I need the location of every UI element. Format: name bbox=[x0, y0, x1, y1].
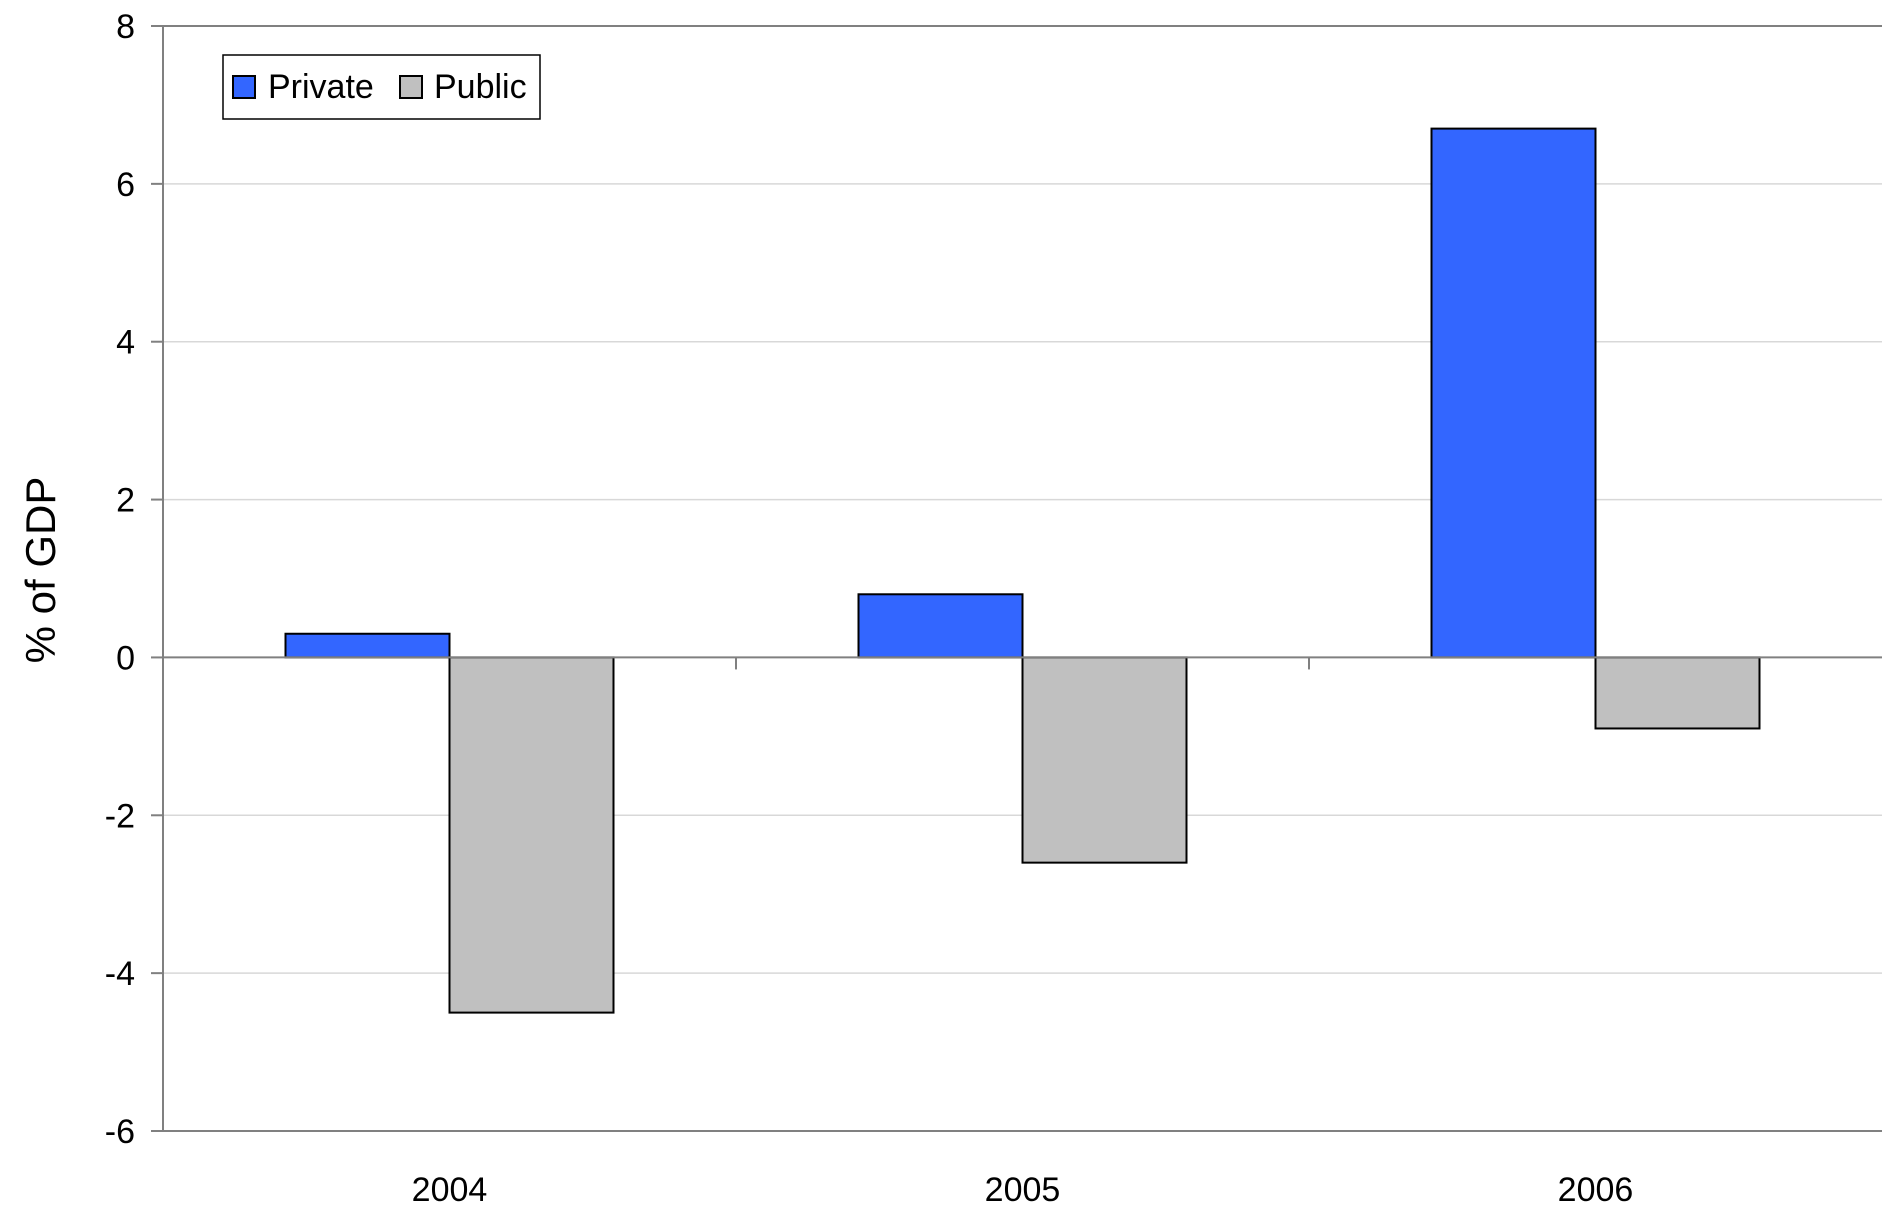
y-tick-label: 6 bbox=[116, 166, 135, 204]
y-tick-label: -2 bbox=[105, 797, 135, 835]
bar-private bbox=[284, 632, 451, 659]
y-tick-label: 2 bbox=[116, 482, 135, 520]
legend-box bbox=[222, 54, 541, 120]
y-tick-label: 0 bbox=[116, 639, 135, 677]
bar-private bbox=[1430, 127, 1597, 659]
legend-label-public: Public bbox=[434, 68, 527, 106]
bar-private bbox=[857, 593, 1024, 659]
x-tick-label: 2005 bbox=[985, 1171, 1061, 1208]
y-tick-label: 8 bbox=[116, 8, 135, 46]
axes bbox=[151, 25, 1882, 1132]
y-tick-label: -6 bbox=[105, 1113, 135, 1151]
legend-label-private: Private bbox=[268, 68, 374, 106]
x-tick-label: 2006 bbox=[1558, 1171, 1634, 1208]
y-tick-labels: 8 6 4 2 0 -2 -4 -6 bbox=[105, 8, 135, 1151]
legend-swatch-public bbox=[399, 75, 423, 99]
legend-swatch-private bbox=[232, 75, 256, 99]
y-tick-label: -4 bbox=[105, 955, 135, 993]
bar-public bbox=[1594, 656, 1761, 730]
bar-public bbox=[448, 656, 615, 1014]
y-tick-label: 4 bbox=[116, 324, 135, 362]
y-axis-title: % of GDP bbox=[17, 477, 64, 664]
legend: Private Public bbox=[222, 54, 541, 120]
x-tick-labels: 2004 2005 2006 bbox=[412, 1171, 1634, 1208]
x-tick-label: 2004 bbox=[412, 1171, 488, 1208]
bars bbox=[284, 127, 1761, 1014]
bar-public bbox=[1021, 656, 1188, 864]
